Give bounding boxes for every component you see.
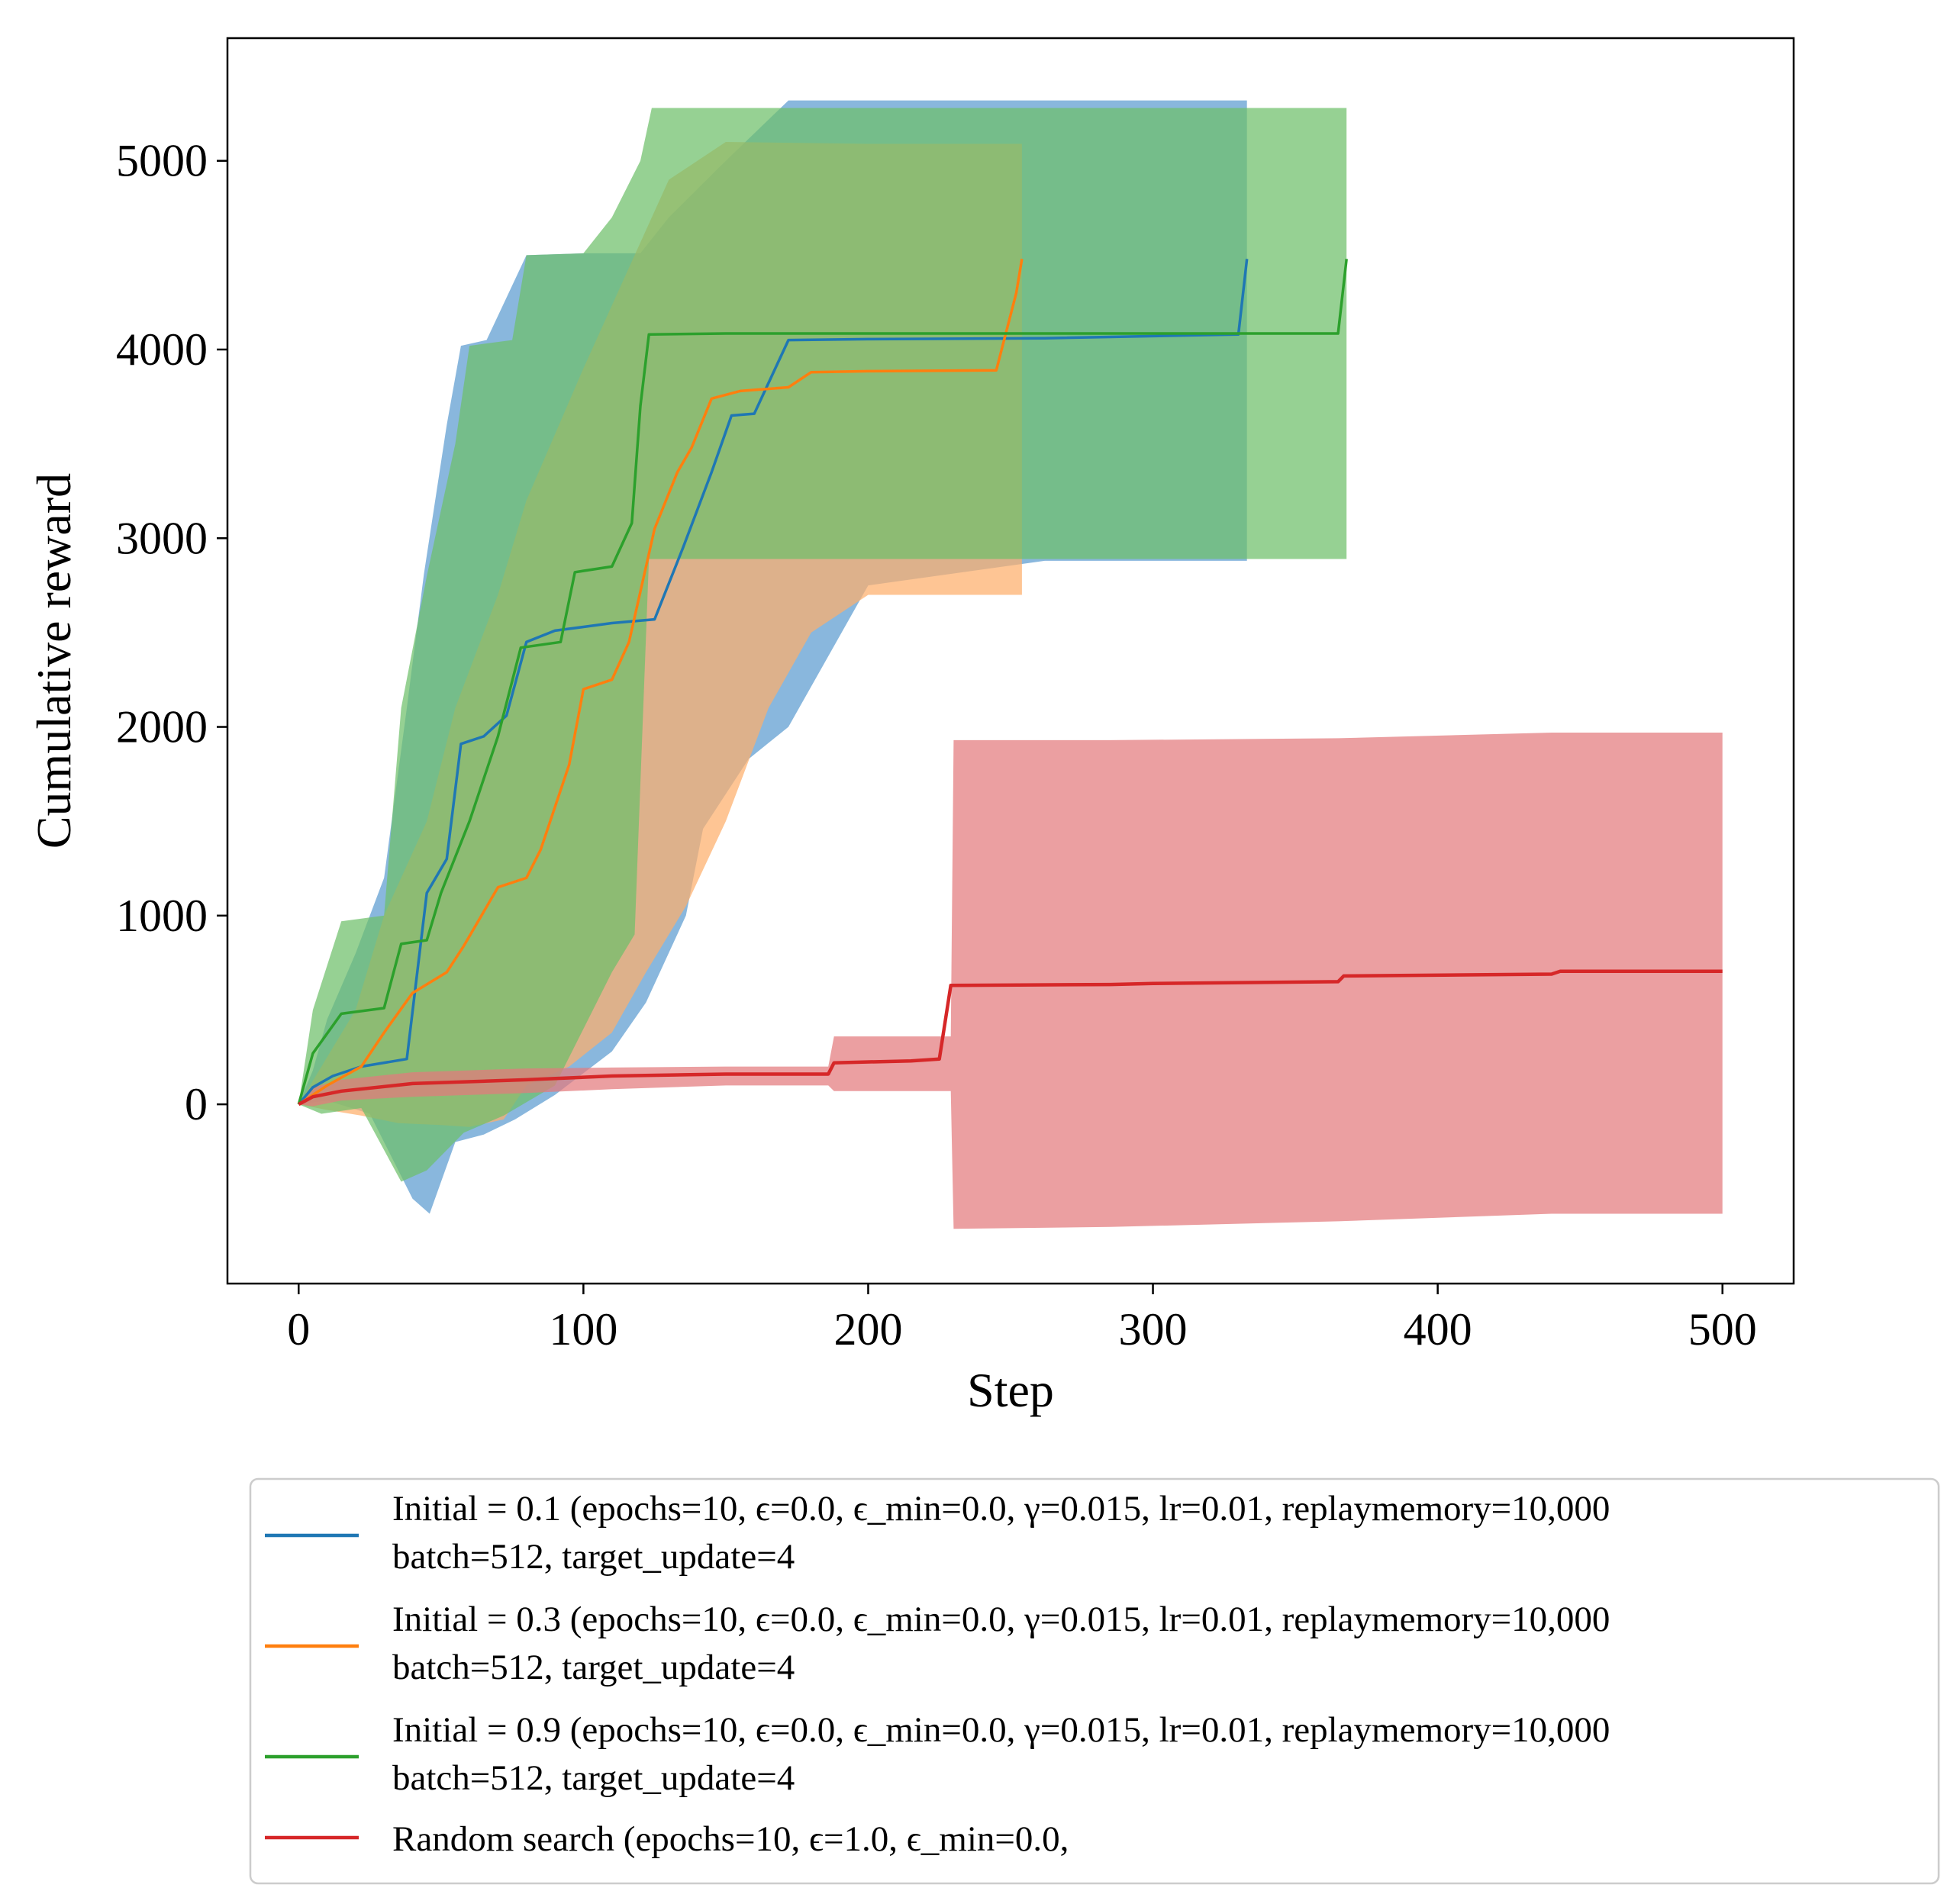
legend-label: batch=512, target_update=4 <box>392 1758 795 1798</box>
legend-label: Initial = 0.9 (epochs=10, ϵ=0.0, ϵ_min=0… <box>392 1710 1610 1750</box>
x-tick-label: 200 <box>833 1304 902 1355</box>
legend-entry: Initial = 0.3 (epochs=10, ϵ=0.0, ϵ_min=0… <box>265 1600 1610 1687</box>
legend-entry: Initial = 0.1 (epochs=10, ϵ=0.0, ϵ_min=0… <box>265 1489 1610 1577</box>
legend-label: Random search (epochs=10, ϵ=1.0, ϵ_min=0… <box>392 1819 1069 1859</box>
line-initial-0-9 <box>297 259 1348 1105</box>
x-tick-label: 300 <box>1119 1304 1188 1355</box>
legend-label: Initial = 0.3 (epochs=10, ϵ=0.0, ϵ_min=0… <box>392 1600 1610 1639</box>
y-axis-label: Cumulative reward <box>27 473 81 849</box>
legend-entry: Random search (epochs=10, ϵ=1.0, ϵ_min=0… <box>265 1819 1069 1859</box>
legend-label: Initial = 0.1 (epochs=10, ϵ=0.0, ϵ_min=0… <box>392 1489 1610 1529</box>
y-tick-label: 5000 <box>116 136 208 186</box>
line-random-search <box>298 969 1723 1107</box>
plot-frame <box>226 37 1795 1285</box>
x-tick-label: 500 <box>1688 1304 1757 1355</box>
legend <box>249 1477 1940 1885</box>
x-tick-label: 100 <box>549 1304 617 1355</box>
confidence-bands <box>298 100 1723 1229</box>
legend-entry: Initial = 0.9 (epochs=10, ϵ=0.0, ϵ_min=0… <box>265 1710 1610 1798</box>
y-axis-ticks: 0 1000 2000 3000 4000 5000 <box>116 136 227 1129</box>
line-initial-0-3 <box>298 259 1024 1106</box>
y-tick-label: 4000 <box>116 324 208 375</box>
x-axis-ticks: 0 100 200 300 400 500 <box>287 1284 1757 1355</box>
series-lines <box>297 259 1723 1107</box>
legend-label: batch=512, target_update=4 <box>392 1648 795 1687</box>
x-tick-label: 0 <box>287 1304 310 1355</box>
y-tick-label: 0 <box>185 1079 208 1129</box>
y-tick-label: 1000 <box>116 891 208 941</box>
x-tick-label: 400 <box>1404 1304 1472 1355</box>
y-tick-label: 3000 <box>116 513 208 563</box>
y-tick-label: 2000 <box>116 702 208 752</box>
band-initial-0-9 <box>298 108 1347 1182</box>
legend-label: batch=512, target_update=4 <box>392 1537 795 1577</box>
line-initial-0-1 <box>297 259 1249 1106</box>
x-axis-label: Step <box>967 1363 1054 1417</box>
band-random-search <box>298 733 1723 1229</box>
